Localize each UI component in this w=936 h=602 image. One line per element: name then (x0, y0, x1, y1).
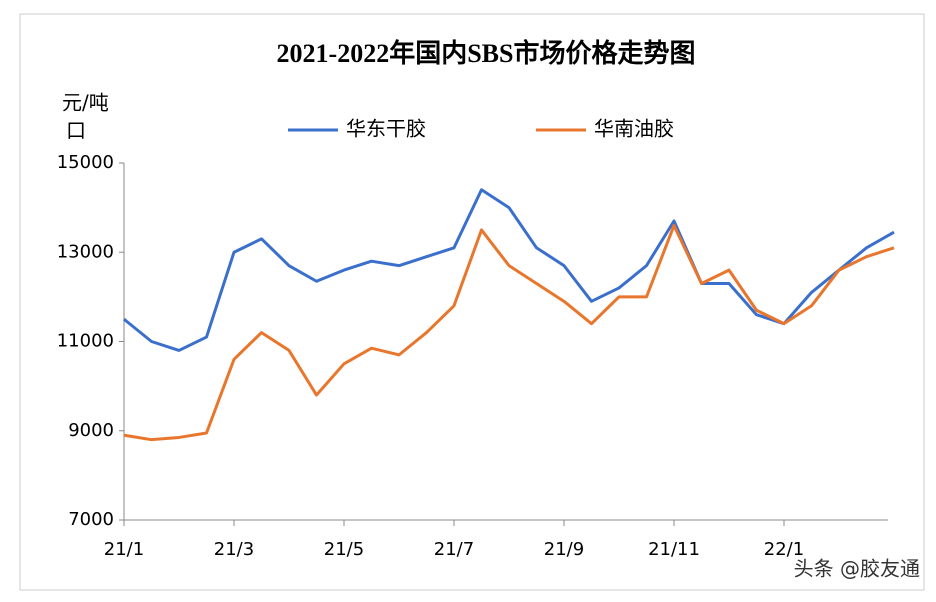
y-axis-label: 元/吨 (62, 91, 109, 115)
y-axis-note: 口 (66, 119, 86, 143)
legend-label: 华南油胶 (594, 117, 674, 141)
chart-title: 2021-2022年国内SBS市场价格走势图 (277, 38, 696, 68)
x-tick-label: 21/1 (104, 539, 144, 560)
x-tick-label: 21/9 (544, 539, 584, 560)
x-tick-label: 22/1 (764, 539, 804, 560)
y-tick-label: 11000 (57, 331, 114, 352)
y-tick-label: 15000 (57, 152, 114, 173)
line-series (123, 188, 895, 352)
line-series (123, 223, 895, 442)
x-tick-label: 21/5 (324, 539, 364, 560)
legend-label: 华东干胶 (346, 117, 426, 141)
x-tick-label: 21/3 (214, 539, 254, 560)
frame (19, 13, 925, 591)
x-tick-label: 21/11 (648, 539, 700, 560)
y-tick-label: 9000 (68, 420, 114, 441)
x-tick-label: 21/7 (434, 539, 474, 560)
y-tick-label: 13000 (57, 241, 114, 262)
y-tick-label: 7000 (68, 509, 114, 530)
watermark: 头条 @胶友通 (794, 557, 920, 581)
